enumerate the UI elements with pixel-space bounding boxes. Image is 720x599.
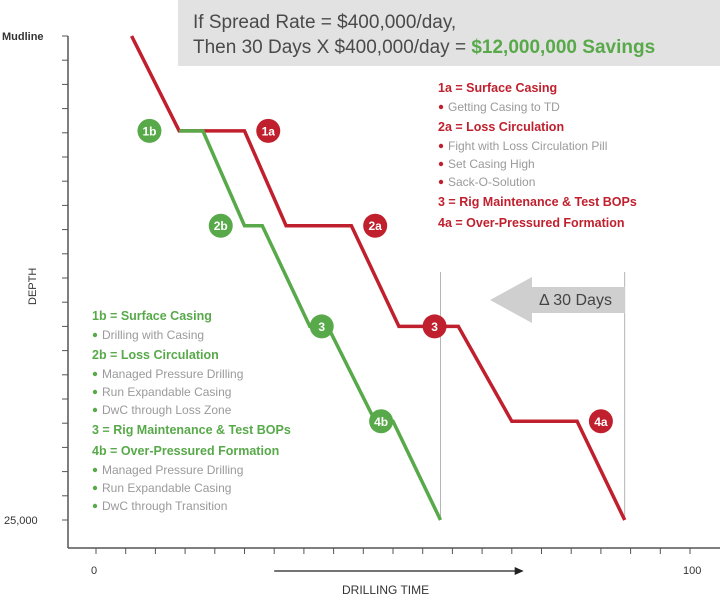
legend-heading: 1a = Surface Casing bbox=[438, 81, 557, 95]
marker-circle bbox=[422, 314, 447, 339]
marker-4b: 4b bbox=[369, 409, 394, 434]
marker-label: 2a bbox=[369, 219, 383, 233]
y-axis-tick-25000: 25,000 bbox=[4, 515, 38, 527]
marker-circle bbox=[137, 118, 162, 143]
green-legend: 1b = Surface Casing Drilling with Casing 2… bbox=[92, 309, 291, 513]
legend-bullet-text: Run Expandable Casing bbox=[102, 481, 231, 495]
legend-bullet-text: Getting Casing to TD bbox=[448, 100, 560, 114]
marker-1b: 1b bbox=[137, 118, 162, 143]
delta-arrow-label: Δ 30 Days bbox=[539, 292, 612, 309]
y-axis-title: DEPTH bbox=[27, 268, 39, 305]
marker-label: 3 bbox=[431, 320, 438, 334]
y-axis-ticks bbox=[62, 35, 68, 521]
y-axis-tick-mudline: Mudline bbox=[2, 31, 44, 43]
marker-3: 3 bbox=[422, 314, 447, 339]
marker-3: 3 bbox=[309, 314, 334, 339]
legend-bullet bbox=[92, 467, 98, 473]
legend-bullet-text: DwC through Loss Zone bbox=[102, 403, 232, 417]
red-legend: 1a = Surface Casing Getting Casing to TD 2… bbox=[438, 81, 637, 230]
legend-bullet bbox=[92, 371, 98, 377]
x-axis-title: DRILLING TIME bbox=[342, 583, 429, 597]
drilling-time-arrow bbox=[274, 567, 524, 575]
legend-heading: 4a = Over-Pressured Formation bbox=[438, 216, 625, 230]
legend-heading: 1b = Surface Casing bbox=[92, 309, 212, 323]
delta-arrow-shape bbox=[490, 277, 625, 323]
legend-bullet bbox=[92, 389, 98, 395]
marker-layer: 1a 2a 3 4a 1b 2b 3 4b bbox=[137, 118, 613, 434]
legend-bullet-text: Drilling with Casing bbox=[102, 328, 204, 342]
legend-bullet bbox=[438, 104, 444, 110]
marker-label: 2b bbox=[214, 219, 228, 233]
legend-bullet-text: Sack-O-Solution bbox=[448, 175, 535, 189]
drilling-time-arrow-head bbox=[514, 567, 524, 575]
legend-bullet-text: DwC through Transition bbox=[102, 499, 227, 513]
marker-circle bbox=[256, 118, 281, 143]
marker-label: 1b bbox=[142, 124, 156, 138]
x-axis-tick-100: 100 bbox=[683, 565, 701, 577]
legend-bullet bbox=[92, 407, 98, 413]
banner-line-2: Then 30 Days X $400,000/day = $12,000,00… bbox=[193, 37, 655, 58]
marker-circle bbox=[208, 213, 233, 238]
marker-label: 1a bbox=[262, 124, 276, 138]
savings-banner-background bbox=[178, 0, 720, 66]
marker-2a: 2a bbox=[363, 213, 388, 238]
banner-line-1: If Spread Rate = $400,000/day, bbox=[193, 12, 456, 33]
marker-circle bbox=[309, 314, 334, 339]
legend-bullet-text: Managed Pressure Drilling bbox=[102, 463, 243, 477]
legend-heading: 2b = Loss Circulation bbox=[92, 348, 219, 362]
savings-amount: $12,000,000 Savings bbox=[471, 37, 655, 58]
marker-2b: 2b bbox=[208, 213, 233, 238]
marker-circle bbox=[369, 409, 394, 434]
marker-circle bbox=[588, 409, 613, 434]
x-axis-ticks bbox=[95, 548, 691, 554]
legend-bullet-text: Set Casing High bbox=[448, 157, 535, 171]
conventional-drilling-line bbox=[130, 35, 627, 521]
legend-heading: 3 = Rig Maintenance & Test BOPs bbox=[438, 195, 637, 209]
legend-bullet bbox=[438, 161, 444, 167]
legend-bullet bbox=[92, 503, 98, 509]
legend-bullet bbox=[92, 332, 98, 338]
marker-label: 3 bbox=[318, 320, 325, 334]
legend-bullet bbox=[92, 485, 98, 491]
marker-1a: 1a bbox=[256, 118, 281, 143]
marker-label: 4b bbox=[374, 415, 388, 429]
legend-bullet-text: Run Expandable Casing bbox=[102, 385, 231, 399]
legend-bullet bbox=[438, 143, 444, 149]
legend-heading: 2a = Loss Circulation bbox=[438, 120, 564, 134]
axes: Mudline 25,000 0 100 DEPTH DRILLING TIME bbox=[2, 31, 720, 597]
marker-4a: 4a bbox=[588, 409, 613, 434]
legend-bullet-text: Managed Pressure Drilling bbox=[102, 367, 243, 381]
banner-line-2-prefix: Then 30 Days X $400,000/day = bbox=[193, 37, 471, 58]
legend-heading: 4b = Over-Pressured Formation bbox=[92, 444, 279, 458]
legend-bullet bbox=[438, 179, 444, 185]
legend-bullet-text: Fight with Loss Circulation Pill bbox=[448, 139, 607, 153]
reference-lines bbox=[440, 272, 626, 520]
savings-banner: If Spread Rate = $400,000/day, Then 30 D… bbox=[178, 0, 720, 66]
delta-30-days-arrow: Δ 30 Days bbox=[490, 277, 625, 323]
legend-heading: 3 = Rig Maintenance & Test BOPs bbox=[92, 423, 291, 437]
marker-circle bbox=[363, 213, 388, 238]
marker-label: 4a bbox=[594, 415, 608, 429]
x-axis-tick-0: 0 bbox=[91, 565, 97, 577]
